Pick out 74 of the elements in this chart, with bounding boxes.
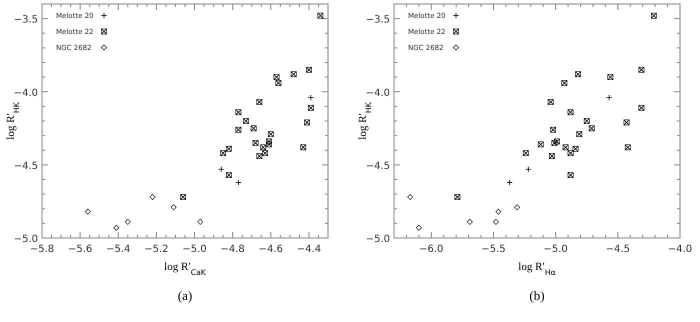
point — [588, 125, 595, 132]
point — [274, 74, 280, 80]
point — [197, 219, 204, 225]
y-tick-label: −4.0 — [366, 88, 390, 99]
point — [638, 66, 644, 73]
x-tick-label: −5.2 — [144, 244, 169, 255]
x-tick-label: −5.0 — [182, 244, 207, 255]
point — [568, 109, 574, 116]
x-tick-label: −5.4 — [106, 244, 130, 255]
point — [568, 172, 574, 178]
x-axis-title: log R′$_{CaK}$ — [164, 261, 207, 276]
text: (a) — [178, 288, 192, 303]
point — [493, 219, 499, 225]
point — [584, 118, 590, 124]
x-tick-label: −5.6 — [68, 244, 92, 255]
point — [124, 219, 131, 225]
point — [496, 208, 502, 215]
point — [304, 119, 310, 126]
point — [416, 224, 422, 231]
point — [551, 140, 558, 146]
point — [243, 118, 250, 124]
point — [252, 140, 259, 146]
x-tick-label: −4.8 — [220, 244, 245, 255]
x-tick-label: −5.5 — [481, 244, 506, 255]
point — [306, 66, 312, 73]
x-tick-label: −4.0 — [668, 244, 692, 255]
point — [638, 104, 644, 111]
point — [250, 125, 257, 132]
point — [268, 131, 274, 138]
point — [514, 204, 520, 210]
point — [624, 144, 631, 150]
point — [260, 144, 266, 150]
x-tick-label: −4.5 — [606, 244, 630, 255]
point — [407, 194, 414, 200]
point — [522, 150, 529, 156]
point — [220, 150, 226, 156]
point — [113, 224, 120, 231]
y-tick-label: −5.0 — [366, 234, 390, 245]
point — [572, 146, 579, 152]
x-tick-label: −4.6 — [258, 244, 283, 255]
point — [607, 74, 614, 80]
y-tick-label: −4.5 — [14, 160, 38, 172]
y-tick-label: −3.5 — [14, 14, 38, 26]
point — [575, 71, 582, 78]
point — [561, 80, 568, 86]
point — [170, 204, 176, 210]
x-tick-label: −6.0 — [419, 244, 444, 255]
point — [525, 166, 532, 172]
text: (b) — [529, 288, 545, 303]
point — [576, 131, 582, 138]
x-tick-label: −5.8 — [30, 244, 54, 255]
y-tick-label: −4.0 — [14, 88, 38, 99]
point — [548, 98, 554, 105]
point — [150, 194, 156, 200]
point — [266, 138, 272, 144]
y-tick-label: −3.5 — [366, 14, 390, 26]
point — [275, 80, 282, 86]
point — [84, 208, 91, 215]
x-tick-label: −4.4 — [296, 244, 322, 255]
point — [300, 144, 306, 150]
point — [624, 119, 630, 126]
x-tick-label: −5.0 — [544, 244, 568, 255]
point — [218, 166, 224, 172]
point — [548, 153, 555, 160]
point — [180, 194, 186, 200]
point — [554, 138, 560, 144]
y-tick-label: −4.5 — [366, 160, 390, 172]
point — [466, 219, 473, 225]
point — [256, 98, 262, 105]
y-tick-label: −5.0 — [14, 234, 38, 245]
point — [262, 150, 268, 156]
point — [454, 194, 460, 200]
x-axis-title: log R′$_{Hα}$ — [518, 261, 556, 276]
point — [308, 104, 314, 111]
